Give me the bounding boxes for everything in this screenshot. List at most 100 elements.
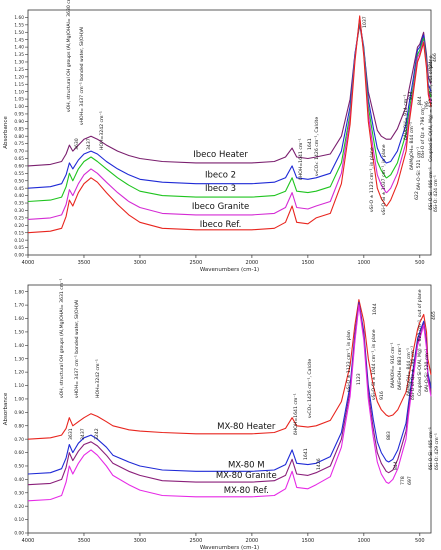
x-tick-label: 3500	[78, 260, 91, 266]
series-line-2	[27, 301, 432, 475]
y-tick-label: 1.30	[14, 356, 24, 362]
x-tick-label: 2000	[246, 538, 259, 544]
peak-annotation: Coupled Si-O(Al, Mg) = 622 cm⁻¹, out of …	[428, 55, 434, 162]
peak-annotation: 3631	[68, 428, 74, 440]
peak-annotation: 466	[432, 53, 438, 62]
peak-annotation: HOH=3242 cm⁻¹	[99, 111, 105, 150]
mx80-spectra-panel: 4000 3500 3000 2500 2000 1500 1000 500 0.00 0.10 0…	[3, 278, 440, 550]
y-tick-label: 0.70	[14, 149, 24, 155]
y-tick-label: 0.20	[14, 223, 24, 229]
y-tick-label: 1.40	[14, 343, 24, 349]
y-tick-label: 0.20	[14, 504, 24, 510]
peak-annotation: δAlMgOH= 844 cm⁻¹	[409, 122, 415, 170]
y-tick-label: 0.90	[14, 119, 24, 125]
series-line-4	[27, 304, 432, 502]
y-tick-label: 0.55	[14, 171, 24, 177]
peak-annotation: 3242	[94, 428, 100, 440]
y-tick-label: 0.05	[14, 245, 24, 251]
peak-annotation: δAl-O-Si: 520 cm⁻¹	[424, 349, 430, 392]
y-tick-label: 0.75	[14, 141, 24, 147]
peak-annotation: δAlFeOH= 883 cm⁻¹	[397, 344, 403, 390]
y-tick-label: 1.00	[14, 397, 24, 403]
x-tick-label: 3500	[78, 538, 91, 544]
y-tick-label: 1.20	[14, 74, 24, 80]
peak-annotation: νSi-O-Si ± 1037 cm⁻¹, in plane	[381, 144, 387, 215]
peak-annotation: νSi-O ± 1123 cm⁻¹, in plane	[369, 147, 375, 212]
x-tick-label: 1000	[357, 260, 370, 266]
series-line-1	[27, 299, 432, 440]
series-line-1	[27, 24, 432, 167]
series-line-3	[27, 19, 432, 203]
peak-annotation: 3437	[86, 138, 92, 150]
curve-label-3: MX-80 Granite	[216, 471, 277, 481]
curve-label-1: MX-80 Heater	[217, 422, 276, 432]
curve-label-5: Ibeco Ref.	[200, 220, 242, 230]
y-tick-label: 0.40	[14, 477, 24, 483]
peak-annotation: 916	[379, 391, 385, 400]
peak-annotation: 844	[393, 461, 399, 470]
y-tick-label: 0.30	[14, 490, 24, 496]
peak-annotation: 883	[386, 431, 392, 440]
x-tick-label: 2000	[246, 260, 259, 266]
y-tick-label: 0.60	[14, 450, 24, 456]
peak-annotation: ν₃CO₃: 1426 cm⁻¹, Calcite	[307, 359, 313, 418]
peak-annotation: 796	[424, 101, 430, 110]
y-tick-label: 1.45	[14, 37, 24, 43]
y-tick-label: 1.25	[14, 67, 24, 73]
y-tick-label: 1.05	[14, 97, 24, 103]
curve-label-2: MX-80 M	[228, 460, 265, 470]
peak-annotation: νHOH= 3437 cm⁻¹ bonded water, Si(OH)Al	[79, 27, 85, 125]
y-tick-label: 1.10	[14, 89, 24, 95]
y-tick-label: 0.40	[14, 193, 24, 199]
peak-annotation: δSi-O-Si: 466 cm⁻¹	[428, 167, 434, 210]
x-tick-label: 4000	[22, 260, 35, 266]
peak-annotation: 1641	[303, 448, 309, 460]
y-tick-label: 0.15	[14, 230, 24, 236]
y-tick-label: 1.50	[14, 330, 24, 336]
peak-annotation: 778	[400, 476, 406, 485]
y-axis-label: Absorbance	[3, 116, 9, 149]
peak-annotation: 3630	[74, 138, 80, 150]
peak-annotation: 844	[417, 96, 423, 105]
series-line-3	[27, 303, 432, 486]
y-tick-label: 1.80	[14, 289, 24, 295]
peak-annotation: 465	[431, 311, 437, 320]
y-tick-label: 1.70	[14, 303, 24, 309]
y-tick-label: 1.20	[14, 370, 24, 376]
peak-annotation: 1037	[362, 16, 368, 28]
peak-annotation: δSi-O: 424 cm⁻¹	[433, 175, 439, 212]
peak-annotation: 622	[414, 191, 420, 200]
y-tick-label: 0.65	[14, 156, 24, 162]
x-tick-label: 3000	[134, 538, 147, 544]
y-tick-label: 0.10	[14, 238, 24, 244]
y-tick-label: 0.30	[14, 208, 24, 214]
y-tick-label: 0.10	[14, 517, 24, 523]
peak-annotation: 697	[407, 476, 413, 485]
peak-annotation: δAlAlOH= 914 cm⁻¹	[403, 94, 409, 140]
y-tick-label: 1.60	[14, 15, 24, 21]
y-tick-label: 1.55	[14, 22, 24, 28]
y-tick-label: 0.80	[14, 134, 24, 140]
series-line-4	[27, 16, 432, 220]
peak-annotation: δSi-O-Si: 465 cm⁻¹	[428, 427, 434, 470]
plot-frame	[27, 284, 432, 534]
peak-annotation: Coupled Si-O(Al, Mg) = 623 cm⁻¹, out of …	[417, 289, 423, 396]
x-tick-label: 3000	[134, 260, 147, 266]
peak-annotation: δHOH=1641 cm⁻¹	[298, 138, 304, 180]
peak-annotation: δSi-O of Qz ± 796 cm⁻¹	[410, 346, 416, 400]
peak-annotation: δAl-O-Si: 521 cm⁻¹	[416, 147, 422, 190]
peak-annotation: νSi-O-Si ± 1044 cm⁻¹, in plane	[371, 329, 377, 400]
peak-annotation: νSi-O ± 1123 cm⁻¹, in plan	[346, 330, 352, 392]
series-line-5	[27, 15, 432, 234]
x-tick-label: 1000	[357, 538, 370, 544]
curve-label-3: Ibeco 3	[205, 184, 236, 194]
peak-annotation: 914	[408, 91, 414, 100]
curve-label-2: Ibeco 2	[205, 171, 236, 181]
x-axis-label: Wavenumbers (cm-1)	[200, 267, 259, 273]
x-axis-label: Wavenumbers (cm-1)	[200, 545, 259, 550]
x-tick-label: 500	[415, 538, 425, 544]
x-tick-label: 2500	[190, 538, 203, 544]
x-tick-label: 4000	[22, 538, 35, 544]
peak-annotation: 1044	[372, 303, 378, 315]
